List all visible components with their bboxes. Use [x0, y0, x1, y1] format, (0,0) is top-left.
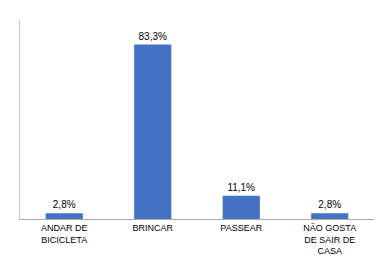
svg-text:83,3%: 83,3%	[139, 31, 167, 42]
svg-text:11,1%: 11,1%	[227, 182, 255, 193]
svg-text:2,8%: 2,8%	[318, 199, 341, 210]
svg-text:PASSEAR: PASSEAR	[220, 223, 262, 233]
svg-text:NÃO GOSTADE SAIR DECASA: NÃO GOSTADE SAIR DECASA	[303, 223, 356, 256]
svg-text:BRINCAR: BRINCAR	[132, 223, 173, 233]
svg-text:ANDAR DEBICICLETA: ANDAR DEBICICLETA	[41, 223, 88, 245]
svg-text:2,8%: 2,8%	[53, 199, 76, 210]
